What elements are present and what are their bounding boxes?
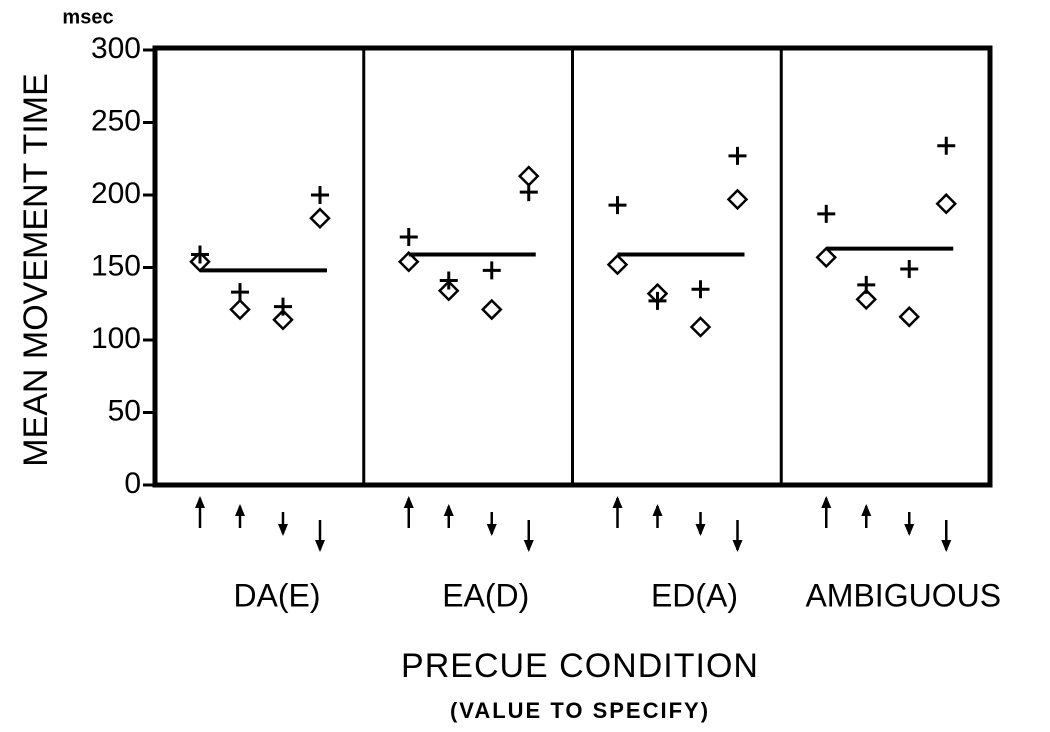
arrow-head	[612, 496, 623, 508]
diamond-point	[480, 298, 503, 321]
arrow-head	[235, 504, 245, 516]
arrow-head	[486, 524, 497, 536]
category-label: AMBIGUOUS	[805, 577, 1001, 613]
y-unit: msec	[62, 6, 113, 28]
diamond-point	[935, 192, 958, 215]
plus-point	[691, 280, 710, 299]
diamond-point	[397, 250, 420, 273]
arrow-head	[195, 496, 205, 508]
arrow-head	[861, 504, 872, 516]
plus-point	[857, 275, 876, 294]
arrow-head	[941, 540, 952, 552]
y-tick-label: 200	[91, 177, 141, 210]
plus-point	[937, 136, 956, 155]
y-tick-label: 100	[91, 322, 141, 355]
diamond-point	[689, 316, 712, 338]
arrow-head	[315, 540, 325, 552]
plus-point	[191, 245, 209, 264]
arrow-head	[821, 496, 832, 508]
plus-point	[728, 146, 747, 165]
plus-point	[519, 183, 538, 202]
plus-point	[648, 291, 667, 310]
plus-point	[482, 261, 501, 280]
arrow-head	[523, 540, 534, 552]
y-tick-label: 150	[91, 249, 141, 282]
plus-point	[439, 271, 458, 290]
plus-point	[274, 297, 292, 316]
arrow-head	[732, 540, 743, 552]
diamond-point	[726, 188, 749, 211]
x-axis-sublabel: (VALUE TO SPECIFY)	[450, 698, 710, 723]
arrow-head	[443, 504, 454, 516]
plus-point	[311, 186, 329, 204]
category-label: EA(D)	[442, 577, 529, 613]
y-tick-label: 300	[91, 32, 141, 65]
x-axis-label: PRECUE CONDITION	[401, 647, 759, 685]
arrow-head	[904, 524, 915, 536]
plus-point	[900, 259, 919, 278]
category-label: ED(A)	[651, 577, 738, 613]
diamond-point	[309, 207, 331, 229]
diamond-point	[437, 279, 460, 302]
y-tick-label: 250	[91, 104, 141, 137]
arrow-head	[652, 504, 663, 516]
diamond-point	[898, 306, 921, 328]
diamond-point	[815, 246, 838, 269]
y-tick-label: 50	[108, 394, 141, 427]
arrow-head	[403, 496, 414, 508]
y-tick-label: 0	[124, 467, 141, 500]
diamond-point	[517, 165, 540, 187]
plus-point	[399, 228, 418, 247]
arrow-head	[695, 524, 706, 536]
plus-point	[231, 283, 249, 302]
category-label: DA(E)	[233, 577, 320, 613]
diamond-point	[606, 253, 629, 276]
diamond-point	[855, 288, 878, 311]
diamond-point	[189, 250, 211, 273]
arrow-head	[278, 524, 288, 536]
diamond-point	[229, 298, 251, 321]
plus-point	[817, 204, 836, 223]
diamond-point	[272, 308, 294, 331]
plus-point	[608, 196, 627, 215]
y-axis-label: MEAN MOVEMENT TIME	[17, 73, 55, 467]
